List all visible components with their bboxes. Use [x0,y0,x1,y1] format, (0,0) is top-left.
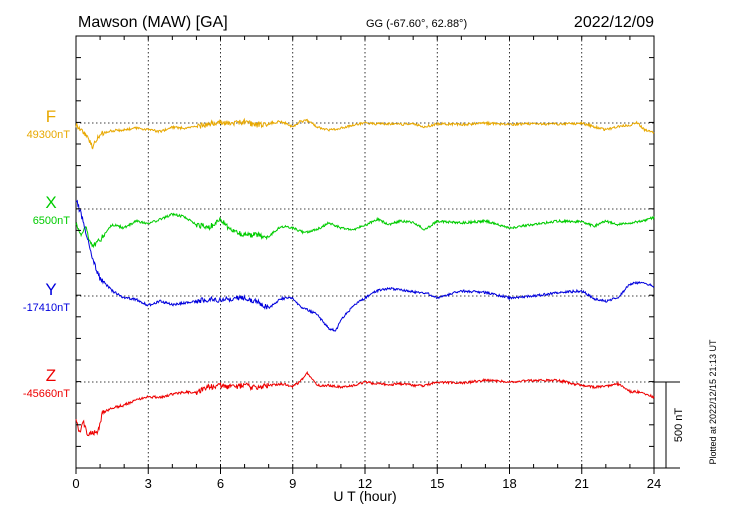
series-y-baseline-label: -17410nT [23,302,70,314]
x-tick-label: 12 [358,476,372,491]
x-tick-label: 6 [217,476,224,491]
series-x-name: X [45,193,56,212]
series-x-line [75,212,655,249]
x-tick-label: 24 [647,476,661,491]
x-tick-label: 21 [575,476,589,491]
x-axis: 0 3 6 9 12 15 18 21 24 [72,35,661,491]
scale-bar: 500 nT [654,381,685,469]
x-tick-label: 9 [289,476,296,491]
grid [147,36,583,468]
traces [75,117,655,437]
x-axis-label: U T (hour) [333,488,396,504]
series-labels: F 49300nT X 6500nT Y -17410nT Z -45660nT [23,107,70,400]
series-y-name: Y [45,280,56,299]
series-z-baseline-label: -45660nT [23,388,70,400]
x-tick-label: 3 [145,476,152,491]
series-y-line [75,199,655,332]
x-tick-label: 18 [502,476,516,491]
series-f-line [75,117,655,150]
x-tick-label: 15 [430,476,444,491]
series-f-name: F [46,107,56,126]
series-x-baseline-label: 6500nT [33,215,71,227]
station-title: Mawson (MAW) [GA] [78,14,228,31]
date-label: 2022/12/09 [574,14,654,31]
series-z-line [75,370,655,437]
coordinates-label: GG (-67.60°, 62.88°) [366,18,467,30]
scale-bar-label: 500 nT [673,408,685,443]
x-tick-label: 0 [72,476,79,491]
series-z-name: Z [46,366,56,385]
plotted-timestamp: Plotted at 2022/12/15 21:13 UT [708,339,718,465]
series-f-baseline-label: 49300nT [27,129,71,141]
